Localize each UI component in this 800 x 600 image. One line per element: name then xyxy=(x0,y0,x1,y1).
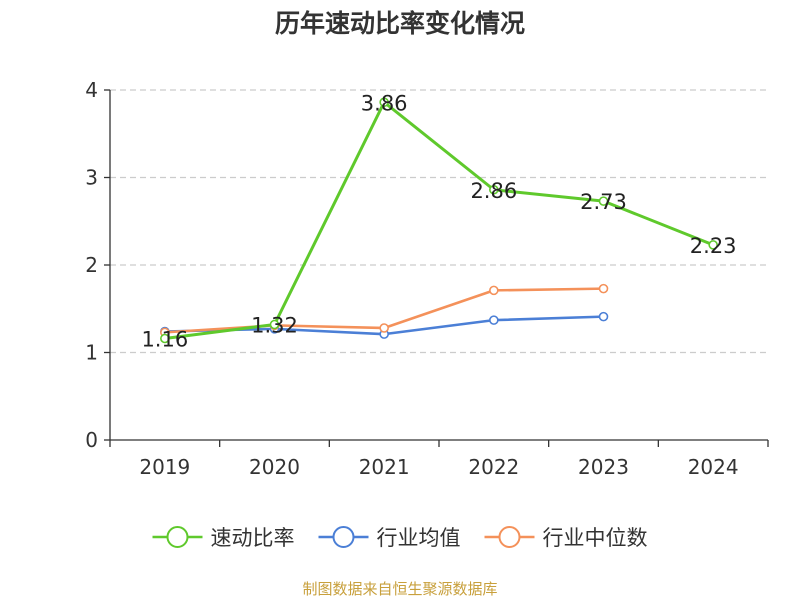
legend-item-1[interactable]: 速动比率 xyxy=(152,526,295,550)
data-label: 2.73 xyxy=(580,190,627,214)
legend-label: 速动比率 xyxy=(211,526,295,550)
series-lines xyxy=(160,97,718,344)
data-label: 1.16 xyxy=(141,328,188,352)
series-line-1 xyxy=(164,100,714,340)
data-label: 2.86 xyxy=(470,179,517,203)
y-tick-label: 2 xyxy=(85,253,98,277)
y-tick-label: 0 xyxy=(85,428,98,452)
data-label: 1.32 xyxy=(251,314,298,338)
y-tick-label: 1 xyxy=(85,341,98,365)
legend-label: 行业均值 xyxy=(377,526,461,550)
data-point xyxy=(598,283,609,294)
data-label: 3.86 xyxy=(361,91,408,115)
legend-marker xyxy=(166,526,189,548)
data-label: 2.23 xyxy=(690,234,737,258)
data-point xyxy=(708,240,718,250)
legend-label: 行业中位数 xyxy=(543,526,648,550)
x-tick-label: 2024 xyxy=(688,455,739,479)
axes: 0 1 2 3 4 2019 2020 2021 2022 2023 2024 xyxy=(85,78,769,479)
data-point xyxy=(160,333,170,344)
legend-marker xyxy=(332,526,355,548)
x-tick-label: 2023 xyxy=(578,455,629,479)
source-note: 制图数据来自恒生聚源数据库 xyxy=(302,580,498,598)
x-tick-label: 2020 xyxy=(249,455,300,479)
y-tick-label: 4 xyxy=(85,78,98,102)
x-tick-label: 2022 xyxy=(468,455,519,479)
data-point xyxy=(379,97,389,108)
legend-item-2[interactable]: 行业均值 xyxy=(318,526,461,550)
data-point xyxy=(379,323,389,333)
legend-item-3[interactable]: 行业中位数 xyxy=(484,526,648,550)
data-point xyxy=(269,319,280,330)
legend[interactable]: 速动比率 行业均值 行业中位数 xyxy=(152,526,648,550)
grid-lines xyxy=(110,89,768,354)
x-tick-label: 2019 xyxy=(139,455,190,479)
legend-marker xyxy=(498,526,521,548)
data-point xyxy=(598,311,609,322)
data-point xyxy=(489,184,499,195)
data-point xyxy=(489,315,499,325)
y-tick-label: 3 xyxy=(85,166,98,190)
data-point xyxy=(489,285,499,296)
data-labels: 1.16 1.32 3.86 2.86 2.73 2.23 xyxy=(141,91,736,351)
x-tick-label: 2021 xyxy=(359,455,410,479)
data-point xyxy=(598,196,609,206)
chart-title: 历年速动比率变化情况 xyxy=(274,9,525,38)
